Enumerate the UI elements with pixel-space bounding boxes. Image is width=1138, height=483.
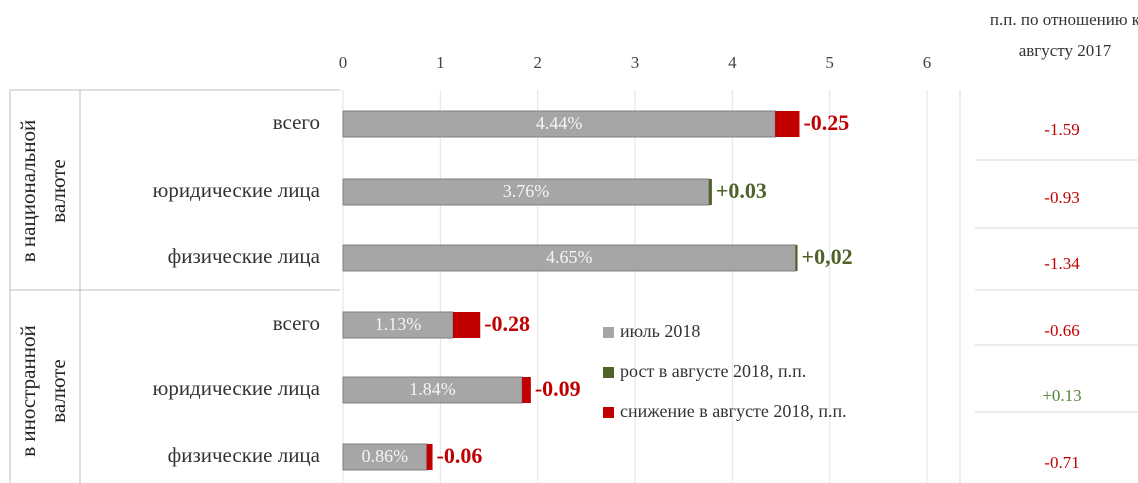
delta-bar [522,377,531,403]
x-tick-label: 0 [339,53,348,72]
group-label: в национальной валюте [16,119,70,263]
x-tick-label: 1 [436,53,445,72]
x-tick-label: 4 [728,53,737,72]
delta-label: -0.25 [803,110,849,135]
legend-label: снижение в августе 2018, п.п. [620,401,847,421]
legend-label: рост в августе 2018, п.п. [620,361,806,381]
category-label: физические лица [168,244,321,268]
side-value: -0.93 [1044,188,1079,207]
x-tick-label: 3 [631,53,640,72]
category-label: юридические лица [153,376,321,400]
category-label: всего [273,311,320,335]
side-value: -1.34 [1044,254,1080,273]
delta-label: -0.09 [535,376,581,401]
side-value: -0.66 [1044,321,1079,340]
bar-value-label: 4.65% [546,247,593,267]
side-value: -0.71 [1044,453,1079,472]
delta-label: +0.03 [716,178,767,203]
delta-bar [795,245,798,271]
category-label: всего [273,110,320,134]
bar-value-label: 4.44% [536,113,583,133]
delta-bar [708,179,712,205]
bar-value-label: 1.84% [409,379,456,399]
legend-label: июль 2018 [620,321,700,341]
delta-label: +0,02 [802,244,853,269]
bar [342,443,428,471]
side-column-title: п.п. по отношению к августу 2017 [989,10,1138,60]
legend-swatch [603,327,614,338]
bar [342,244,797,272]
side-value: +0.13 [1042,386,1081,405]
legend-swatch [603,367,614,378]
group-label: в иностранной валюте [16,325,70,457]
delta-bar [452,312,481,338]
delta-bar [426,444,433,470]
bar [342,110,776,138]
bar-value-label: 3.76% [503,181,550,201]
x-tick-label: 6 [923,53,932,72]
category-label: юридические лица [153,178,321,202]
x-tick-label: 5 [825,53,834,72]
delta-label: -0.06 [437,443,483,468]
bar-value-label: 1.13% [375,314,422,334]
x-tick-label: 2 [533,53,542,72]
side-value: -1.59 [1044,120,1079,139]
delta-label: -0.28 [484,311,530,336]
legend-swatch [603,407,614,418]
category-label: физические лица [168,443,321,467]
bar-value-label: 0.86% [362,446,409,466]
delta-bar [775,111,800,137]
